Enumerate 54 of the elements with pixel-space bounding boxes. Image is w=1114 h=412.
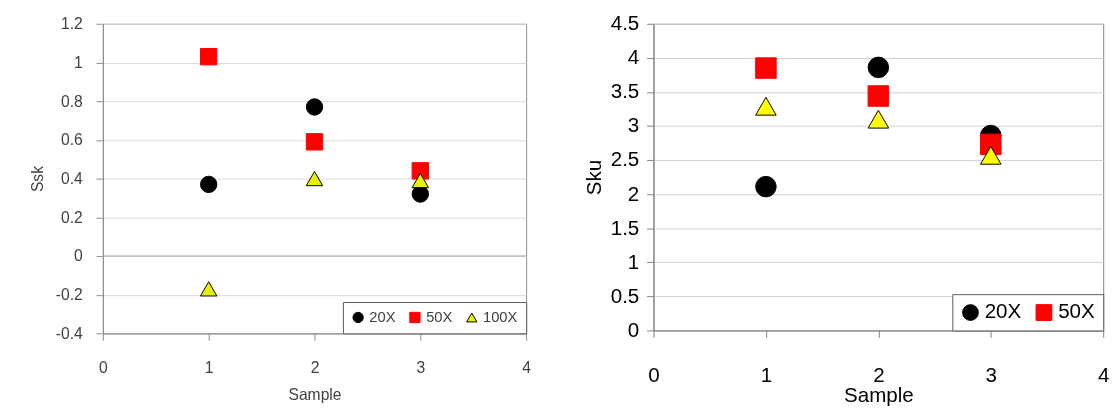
legend-label: 100X (483, 309, 518, 326)
legend-label: 50X (426, 309, 453, 326)
y-axis-title: Ssk (29, 165, 47, 193)
x-axis-title: Sample (288, 386, 342, 404)
y-tick-label: -0.2 (55, 286, 83, 304)
point (411, 162, 430, 180)
y-tick-label: 4 (627, 45, 640, 69)
y-tick-label: 0.6 (61, 131, 84, 149)
x-tick-label: 1 (760, 362, 773, 386)
y-tick-label: 0.2 (61, 208, 83, 226)
y-tick-label: 0.8 (61, 92, 84, 110)
point (867, 56, 890, 79)
x-tick-label: 0 (648, 362, 660, 386)
y-tick-label: 0 (74, 247, 84, 265)
y-tick-label: 4.5 (610, 11, 640, 35)
point (411, 172, 430, 189)
x-tick-label: 2 (310, 359, 320, 377)
point (867, 109, 890, 129)
x-tick-label: 1 (204, 359, 214, 377)
y-tick-label: 2 (627, 181, 640, 205)
point (755, 57, 777, 79)
x-tick-label: 3 (985, 362, 997, 386)
point (200, 175, 218, 194)
point (755, 96, 777, 116)
y-tick-label: 2.5 (610, 147, 640, 171)
y-tick-label: 1 (627, 249, 640, 273)
x-tick-label: 4 (1097, 362, 1110, 386)
y-tick-label: 1.5 (610, 215, 640, 239)
x-axis-title: Sample (843, 383, 914, 407)
y-tick-label: 0.4 (61, 169, 84, 187)
legend-label: 20X (369, 309, 396, 326)
point (980, 145, 1002, 165)
x-tick-label: 4 (522, 359, 532, 377)
legend-label: 50X (1058, 299, 1096, 323)
x-tick-label: 3 (416, 359, 426, 377)
x-tick-label: 2 (873, 362, 885, 386)
y-tick-label: 3 (627, 113, 640, 137)
y-tick-label: 0 (627, 317, 640, 341)
point (411, 185, 430, 203)
y-tick-label: 1.2 (61, 15, 83, 33)
y-tick-label: 3.5 (610, 79, 640, 103)
point (305, 98, 324, 116)
point (200, 281, 218, 297)
point (200, 47, 218, 66)
y-tick-label: 0.5 (610, 283, 640, 307)
point (755, 175, 777, 198)
point (305, 170, 324, 187)
legend-label: 20X (984, 299, 1022, 323)
y-tick-label: -0.4 (55, 324, 84, 342)
point (305, 133, 324, 151)
y-tick-label: 1 (74, 53, 83, 71)
y-axis-title: Sku (581, 159, 605, 196)
point (867, 85, 890, 107)
x-tick-label: 0 (99, 359, 109, 377)
